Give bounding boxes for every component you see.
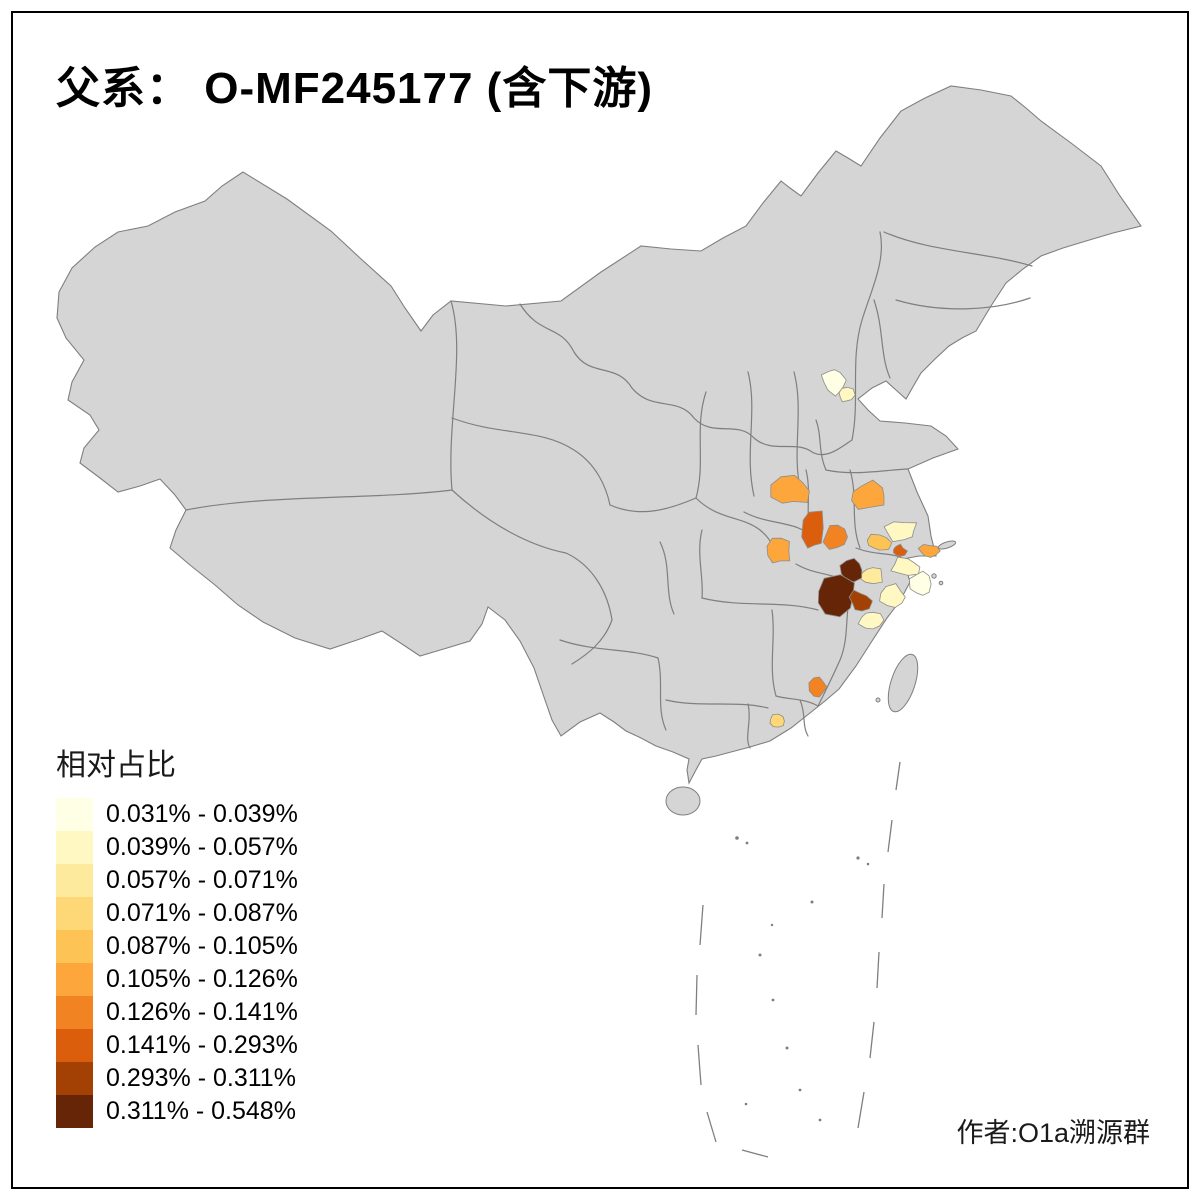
legend-swatch	[56, 1029, 93, 1062]
legend-range-label: 0.039% - 0.057%	[106, 833, 298, 861]
legend-range-label: 0.071% - 0.087%	[106, 899, 298, 927]
legend-range-label: 0.087% - 0.105%	[106, 932, 298, 960]
small-island	[931, 573, 937, 579]
colored-region	[801, 510, 824, 549]
legend-swatch	[56, 996, 93, 1029]
author-credit: 作者:O1a溯源群	[956, 1118, 1150, 1148]
colored-region	[839, 557, 863, 583]
legend-range-label: 0.057% - 0.071%	[106, 866, 298, 894]
legend-swatch	[56, 798, 93, 831]
colored-region	[770, 474, 810, 504]
legend-swatch	[56, 1095, 93, 1128]
chongming-island	[937, 540, 957, 550]
colored-region	[857, 611, 885, 630]
islands	[665, 540, 957, 816]
colored-region	[817, 574, 855, 618]
small-island	[875, 697, 881, 703]
legend-item: 0.126% - 0.141%	[56, 996, 298, 1029]
colored-region	[838, 386, 856, 403]
legend-item: 0.057% - 0.071%	[56, 864, 298, 897]
legend-swatch	[56, 897, 93, 930]
colored-region	[808, 676, 828, 698]
legend-range-label: 0.105% - 0.126%	[106, 965, 298, 993]
legend-item: 0.105% - 0.126%	[56, 963, 298, 996]
colored-region	[848, 589, 873, 612]
legend-item: 0.071% - 0.087%	[56, 897, 298, 930]
legend-swatch	[56, 831, 93, 864]
colored-region	[879, 583, 906, 608]
colored-region	[883, 521, 918, 543]
legend-range-label: 0.126% - 0.141%	[106, 998, 298, 1026]
legend-swatch	[56, 930, 93, 963]
legend-range-label: 0.293% - 0.311%	[106, 1064, 296, 1092]
islet-dots	[735, 836, 870, 1122]
colored-region	[893, 543, 908, 557]
colored-region	[766, 537, 791, 564]
legend-item: 0.293% - 0.311%	[56, 1062, 298, 1095]
legend-swatch	[56, 1062, 93, 1095]
legend-item: 0.141% - 0.293%	[56, 1029, 298, 1062]
legend-swatch	[56, 864, 93, 897]
colored-region	[769, 713, 785, 728]
small-island	[938, 580, 944, 586]
legend-items: 0.031% - 0.039% 0.039% - 0.057% 0.057% - 0…	[56, 798, 298, 1128]
nine-dash-line	[695, 761, 901, 1158]
colored-region	[851, 479, 885, 510]
south-china-sea-islands	[695, 761, 901, 1158]
colored-region	[822, 524, 848, 550]
colored-region	[866, 533, 893, 551]
legend-swatch	[56, 963, 93, 996]
legend: 相对占比 0.031% - 0.039% 0.039% - 0.057% 0.057…	[56, 740, 298, 1128]
page-title: 父系： O-MF245177 (含下游)	[56, 64, 653, 113]
legend-range-label: 0.141% - 0.293%	[106, 1031, 298, 1059]
colored-region	[908, 570, 932, 596]
taiwan-island	[887, 653, 919, 713]
legend-item: 0.087% - 0.105%	[56, 930, 298, 963]
legend-item: 0.311% - 0.548%	[56, 1095, 298, 1128]
legend-range-label: 0.311% - 0.548%	[106, 1097, 296, 1125]
legend-item: 0.031% - 0.039%	[56, 798, 298, 831]
legend-item: 0.039% - 0.057%	[56, 831, 298, 864]
legend-range-label: 0.031% - 0.039%	[106, 800, 298, 828]
colored-region	[917, 543, 941, 558]
colored-region	[890, 556, 921, 576]
legend-title: 相对占比	[56, 749, 176, 782]
colored-prefecture-regions	[766, 369, 941, 728]
hainan-island	[665, 786, 701, 816]
